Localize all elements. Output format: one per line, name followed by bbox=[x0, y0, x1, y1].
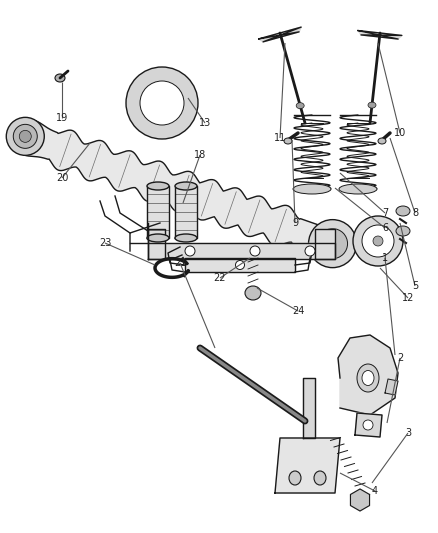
Polygon shape bbox=[315, 229, 335, 259]
Ellipse shape bbox=[13, 124, 37, 148]
Ellipse shape bbox=[368, 102, 376, 108]
Text: 6: 6 bbox=[382, 223, 388, 233]
Polygon shape bbox=[148, 229, 165, 259]
Ellipse shape bbox=[185, 246, 195, 256]
Ellipse shape bbox=[284, 138, 292, 144]
Text: 21: 21 bbox=[174, 258, 186, 268]
Ellipse shape bbox=[363, 420, 373, 430]
Ellipse shape bbox=[147, 234, 169, 242]
Text: 5: 5 bbox=[412, 281, 418, 291]
Ellipse shape bbox=[362, 225, 394, 257]
Ellipse shape bbox=[293, 184, 331, 194]
Polygon shape bbox=[358, 30, 402, 39]
Polygon shape bbox=[385, 379, 398, 395]
Polygon shape bbox=[175, 186, 197, 238]
Ellipse shape bbox=[126, 67, 198, 139]
Polygon shape bbox=[350, 489, 370, 511]
Ellipse shape bbox=[378, 138, 386, 144]
Ellipse shape bbox=[140, 81, 184, 125]
Ellipse shape bbox=[362, 370, 374, 385]
Ellipse shape bbox=[236, 261, 244, 270]
Ellipse shape bbox=[55, 74, 65, 82]
Polygon shape bbox=[185, 258, 295, 272]
Text: 1: 1 bbox=[382, 253, 388, 263]
Ellipse shape bbox=[339, 184, 377, 194]
Ellipse shape bbox=[245, 286, 261, 300]
Text: 11: 11 bbox=[274, 133, 286, 143]
Text: 4: 4 bbox=[372, 486, 378, 496]
Ellipse shape bbox=[19, 131, 31, 142]
Ellipse shape bbox=[318, 229, 347, 259]
Polygon shape bbox=[355, 413, 382, 437]
Polygon shape bbox=[275, 438, 340, 493]
Text: 8: 8 bbox=[412, 208, 418, 218]
Text: 12: 12 bbox=[402, 293, 414, 303]
Text: 9: 9 bbox=[292, 218, 298, 228]
Text: 23: 23 bbox=[99, 238, 111, 248]
Text: 18: 18 bbox=[194, 150, 206, 160]
Ellipse shape bbox=[289, 471, 301, 485]
Ellipse shape bbox=[308, 220, 357, 268]
Ellipse shape bbox=[6, 117, 44, 155]
Ellipse shape bbox=[250, 246, 260, 256]
Text: 2: 2 bbox=[397, 353, 403, 363]
Text: 3: 3 bbox=[405, 428, 411, 438]
Text: 10: 10 bbox=[394, 128, 406, 138]
Ellipse shape bbox=[396, 226, 410, 236]
Ellipse shape bbox=[147, 182, 169, 190]
Polygon shape bbox=[148, 243, 335, 259]
Polygon shape bbox=[259, 27, 301, 42]
Text: 7: 7 bbox=[382, 208, 388, 218]
Ellipse shape bbox=[175, 234, 197, 242]
Ellipse shape bbox=[353, 216, 403, 266]
Ellipse shape bbox=[305, 246, 315, 256]
Text: 24: 24 bbox=[292, 306, 304, 316]
Ellipse shape bbox=[296, 103, 304, 109]
Ellipse shape bbox=[314, 471, 326, 485]
Ellipse shape bbox=[396, 206, 410, 216]
Ellipse shape bbox=[357, 364, 379, 392]
Polygon shape bbox=[147, 186, 169, 238]
Ellipse shape bbox=[175, 182, 197, 190]
Ellipse shape bbox=[373, 236, 383, 246]
Text: 19: 19 bbox=[56, 113, 68, 123]
Text: 13: 13 bbox=[199, 118, 211, 128]
Polygon shape bbox=[24, 121, 329, 253]
Polygon shape bbox=[338, 335, 398, 415]
Text: 20: 20 bbox=[56, 173, 68, 183]
Text: 22: 22 bbox=[214, 273, 226, 283]
Polygon shape bbox=[303, 378, 315, 438]
